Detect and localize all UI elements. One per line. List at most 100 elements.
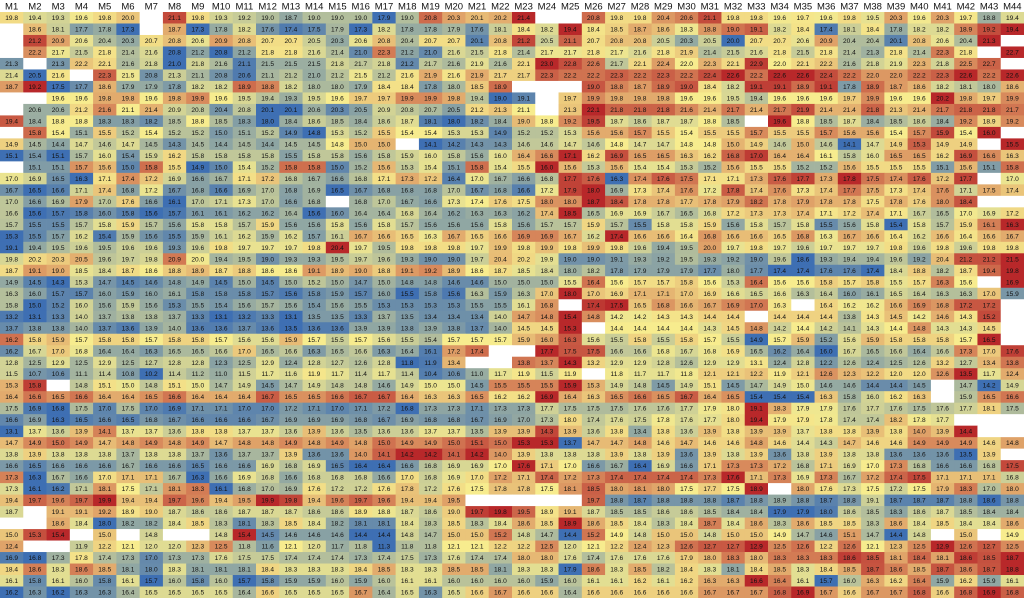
heatmap-cell (977, 345, 1002, 358)
heatmap-cell (23, 92, 47, 105)
heatmap-cell (279, 253, 303, 266)
heatmap-cell (768, 23, 792, 36)
heatmap-cell (930, 310, 955, 323)
heatmap-cell (395, 563, 420, 576)
heatmap-cell (698, 310, 722, 323)
cell-value-label: 15.8 (238, 291, 251, 298)
heatmap-cell (186, 563, 210, 576)
heatmap-cell (558, 414, 583, 427)
cell-value-label: 14.5 (284, 141, 297, 148)
heatmap-cell (535, 425, 559, 438)
cell-value-label: 11.3 (378, 544, 391, 551)
cell-value-label: 14.9 (191, 279, 204, 286)
cell-value-label: 14.5 (890, 314, 903, 321)
heatmap-cell (116, 69, 141, 82)
heatmap-cell (721, 391, 746, 404)
heatmap-cell (93, 23, 117, 36)
cell-value-label: 15.7 (657, 279, 670, 286)
heatmap-cell (884, 115, 909, 128)
heatmap-cell (837, 80, 862, 93)
cell-value-label: 21.6 (52, 73, 65, 80)
cell-value-label: 14.6 (866, 440, 879, 447)
heatmap-cell (302, 586, 327, 598)
heatmap-cell (186, 149, 210, 162)
heatmap-cell (907, 195, 932, 208)
cell-value-label: 16.7 (378, 394, 391, 401)
heatmap-cell (581, 402, 606, 415)
cell-value-label: 13.8 (843, 429, 856, 436)
cell-value-label: 19.0 (517, 118, 530, 125)
cell-value-label: 15.5 (727, 130, 740, 137)
heatmap-cell (418, 310, 443, 323)
cell-value-label: 15.9 (261, 233, 274, 240)
heatmap-cell (488, 391, 513, 404)
heatmap-cell (651, 138, 676, 151)
cell-value-label: 20.5 (75, 256, 88, 263)
heatmap-cell (256, 207, 280, 220)
cell-value-label: 14.4 (820, 314, 833, 321)
heatmap-cell (954, 540, 978, 553)
heatmap-cell (814, 287, 839, 300)
cell-value-label: 11.4 (401, 371, 414, 378)
cell-value-label: 13.7 (564, 440, 577, 447)
cell-value-label: 15.9 (331, 291, 344, 298)
cell-value-label: 18.6 (331, 509, 344, 516)
heatmap-cell (279, 529, 303, 541)
heatmap-cell (628, 540, 653, 553)
cell-value-label: 17.8 (773, 199, 786, 206)
heatmap-cell (791, 460, 815, 473)
heatmap-cell (372, 506, 397, 518)
heatmap-cell (721, 540, 746, 553)
heatmap-cell (884, 184, 909, 197)
cell-value-label: 14.6 (517, 141, 530, 148)
heatmap-cell (93, 253, 117, 266)
cell-value-label: 13.6 (52, 429, 65, 436)
cell-value-label: 13.5 (959, 452, 972, 459)
cell-value-label: 18.5 (378, 567, 391, 574)
heatmap-cell (162, 552, 187, 564)
heatmap-cell (465, 149, 490, 162)
cell-value-label: 19.7 (284, 245, 297, 252)
heatmap-cell (884, 69, 909, 82)
cell-value-label: 12.6 (796, 544, 809, 551)
heatmap-cell (930, 253, 955, 266)
cell-value-label: 18.5 (168, 118, 181, 125)
cell-value-label: 14.0 (494, 314, 507, 321)
cell-value-label: 17.2 (145, 187, 158, 194)
heatmap-cell (325, 12, 350, 24)
heatmap-cell (605, 471, 629, 484)
heatmap-cell (837, 253, 862, 266)
heatmap-cell (581, 414, 606, 427)
heatmap-cell (977, 23, 1002, 36)
heatmap-cell (465, 402, 490, 415)
heatmap-cell (325, 425, 350, 438)
cell-value-label: 16.5 (191, 590, 204, 597)
heatmap-cell (884, 57, 909, 70)
cell-value-label: 16.1 (983, 222, 996, 229)
cell-value-label: 12.2 (820, 360, 833, 367)
cell-value-label: 15.5 (540, 383, 553, 390)
heatmap-cell (232, 264, 257, 277)
heatmap-cell (442, 69, 466, 82)
heatmap-cell (442, 172, 466, 185)
cell-value-label: 13.6 (261, 325, 274, 332)
heatmap-cell (325, 529, 350, 541)
cell-value-label: 16.9 (843, 463, 856, 470)
heatmap-cell (768, 471, 792, 484)
cell-value-label: 16.7 (354, 394, 367, 401)
cell-value-label: 13.7 (168, 314, 181, 321)
cell-value-label: 18.2 (145, 118, 158, 125)
cell-value-label: 16.7 (354, 590, 367, 597)
cell-value-label: 16.3 (703, 578, 716, 585)
cell-value-label: 16.2 (5, 337, 18, 344)
heatmap-cell (884, 195, 909, 208)
cell-value-label: 16.8 (52, 406, 65, 413)
heatmap-cell (558, 149, 583, 162)
heatmap-cell (581, 253, 606, 266)
heatmap-cell (465, 241, 490, 254)
cell-value-label: 21.8 (866, 61, 879, 68)
heatmap-cell (768, 483, 792, 495)
cell-value-label: 22.2 (843, 73, 856, 80)
heatmap-cell (884, 345, 909, 358)
cell-value-label: 15.6 (843, 337, 856, 344)
